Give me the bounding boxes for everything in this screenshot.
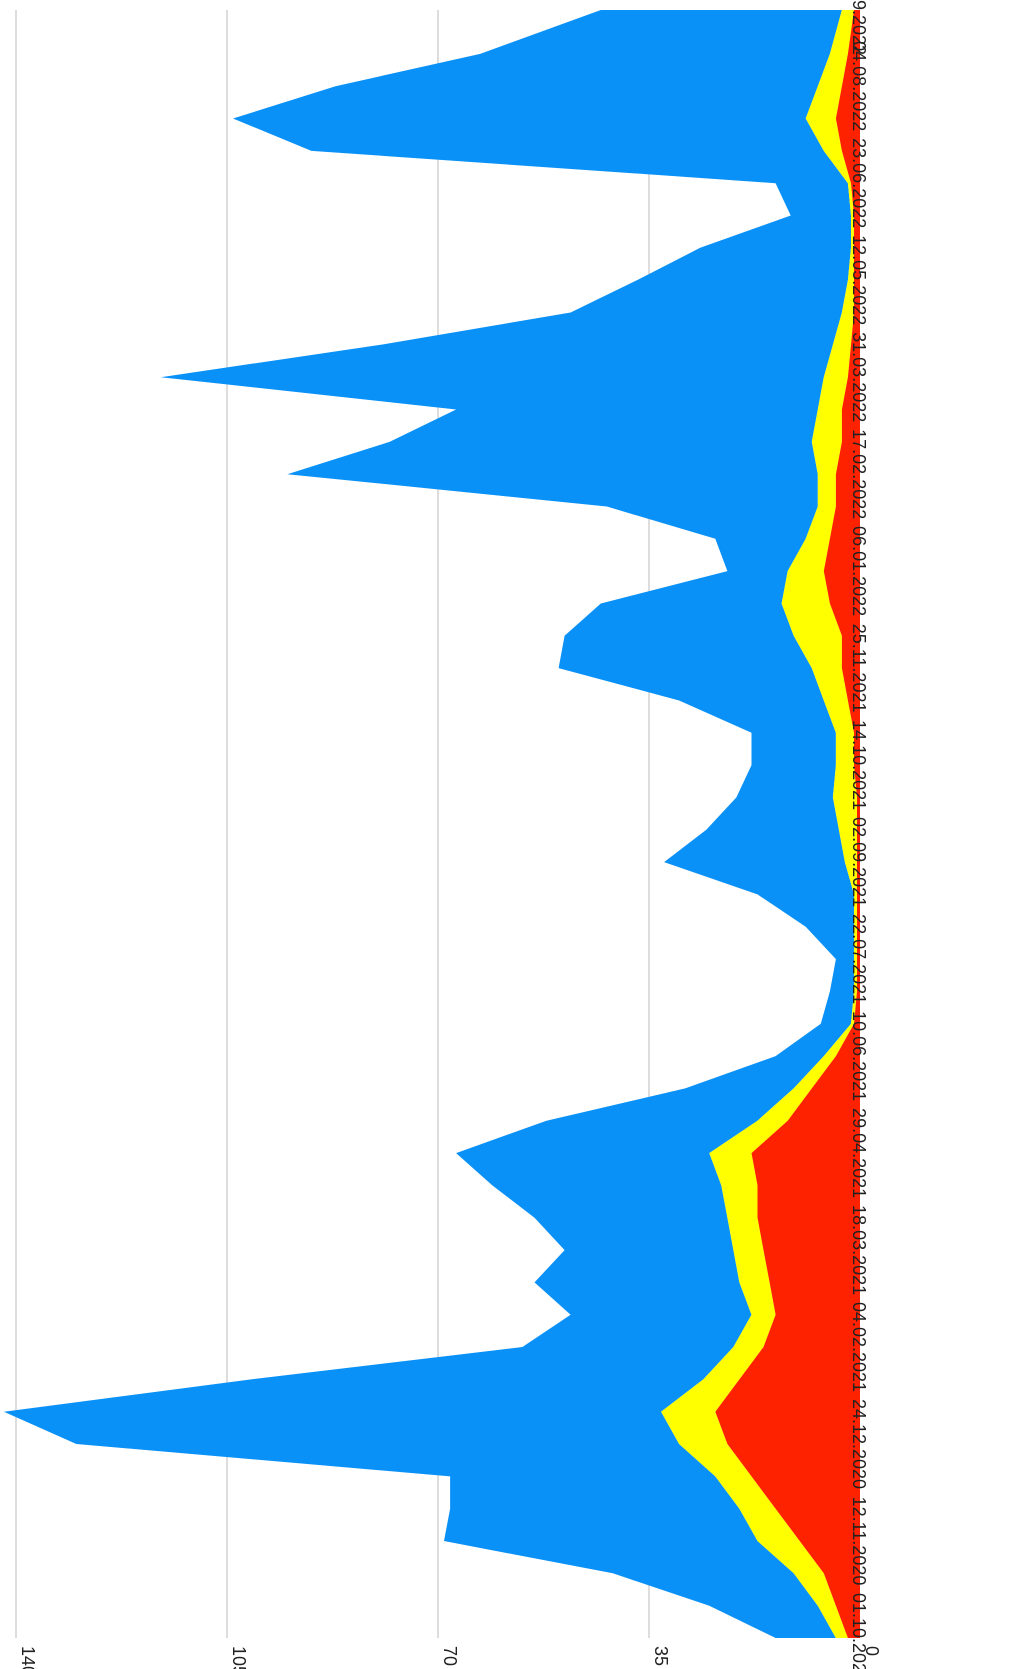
x-tick-label: 24.12.2020	[849, 1399, 869, 1489]
x-tick-label: 02.09.2021	[849, 817, 869, 907]
series-area-1	[715, 10, 860, 1638]
y-tick-label: 140	[18, 1646, 38, 1669]
series-areas	[3, 10, 860, 1638]
y-tick-labels: 0 35 70 105 140	[18, 1646, 882, 1669]
y-tick-label: 70	[440, 1646, 460, 1666]
x-tick-labels: 01.10.2020 12.11.2020 24.12.2020 04.02.2021…	[849, 0, 869, 1669]
y-tick-label: 35	[651, 1646, 671, 1666]
y-tick-label: 105	[229, 1646, 249, 1669]
x-tick-label: 01.10.2020	[849, 1593, 869, 1669]
x-tick-label: 12.11.2020	[849, 1497, 869, 1586]
x-tick-label: 22.07.2021	[849, 914, 869, 1004]
series-area-2	[661, 10, 857, 1638]
x-tick-label: 17.02.2022	[849, 429, 869, 519]
x-tick-label: 12.05.2022	[849, 235, 869, 325]
x-tick-label: 25.11.2021	[849, 624, 869, 713]
x-tick-label: 06.09.2022	[849, 0, 869, 55]
x-tick-label: 06.01.2022	[849, 526, 869, 616]
x-tick-label: 14.10.2021	[849, 720, 869, 810]
x-tick-label: 10.06.2021	[849, 1011, 869, 1101]
x-tick-label: 23.06.2022	[849, 138, 869, 228]
y-tick-label: 0	[862, 1646, 882, 1656]
x-tick-label: 31.03.2022	[849, 332, 869, 422]
x-tick-label: 04.02.2021	[849, 1302, 869, 1392]
series-area-3	[3, 10, 854, 1638]
x-tick-label: 18.03.2021	[849, 1205, 869, 1295]
x-tick-label: 04.08.2022	[849, 41, 869, 131]
x-tick-label: 29.04.2021	[849, 1108, 869, 1198]
